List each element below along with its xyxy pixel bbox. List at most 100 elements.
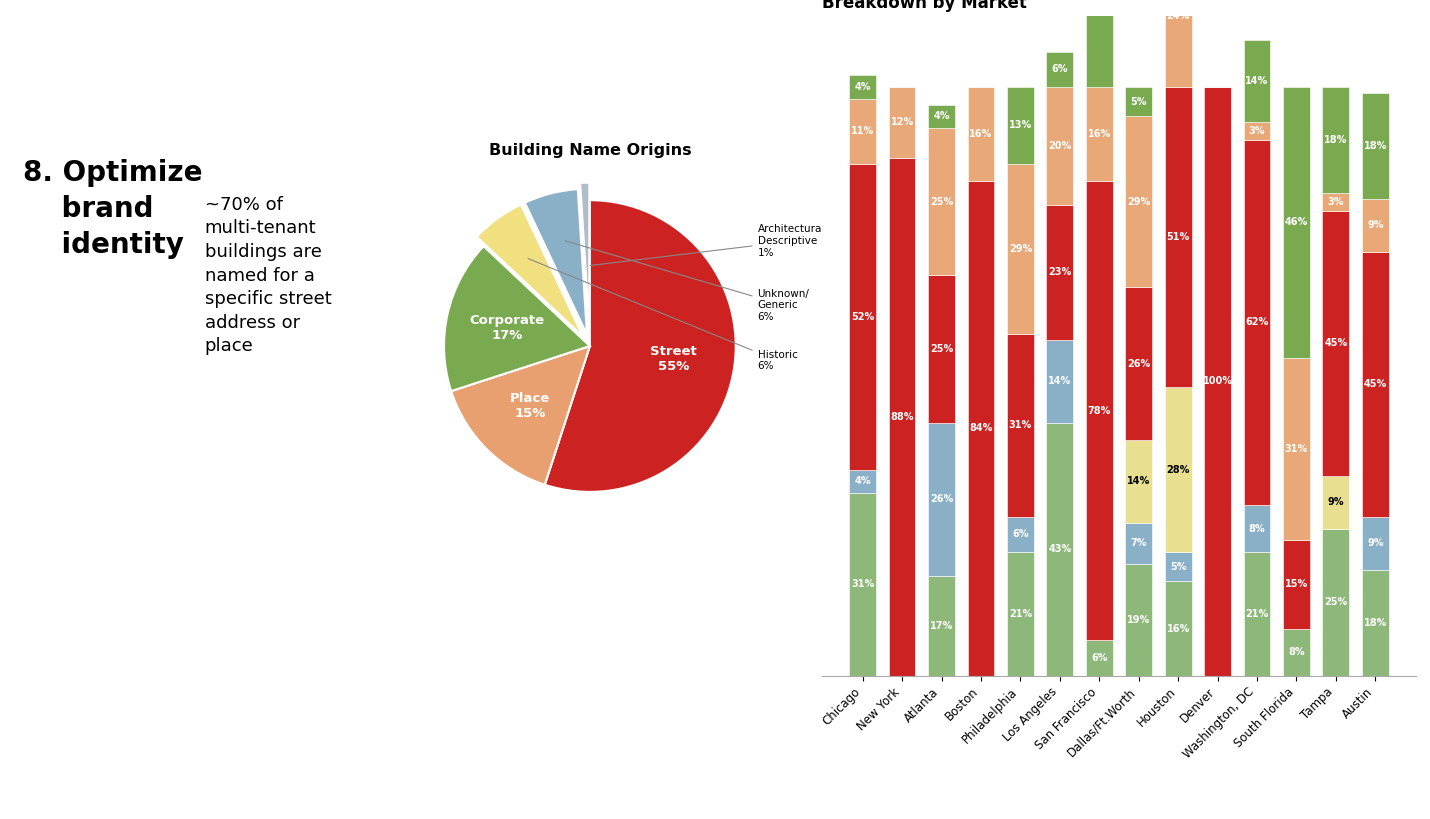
Text: 100%: 100% [1203,377,1233,387]
Bar [1283,629,1310,676]
Text: Street
55%: Street 55% [651,346,696,373]
Text: 31%: 31% [1008,420,1032,431]
Text: 12%: 12% [891,117,914,127]
Text: 88%: 88% [891,412,914,422]
Bar [1204,87,1231,676]
Bar [1125,116,1153,287]
Text: Architectural/
Descriptive
1%: Architectural/ Descriptive 1% [591,224,828,265]
Bar [1323,528,1350,676]
Text: Historic
6%: Historic 6% [528,259,798,371]
Bar [1085,640,1113,676]
Bar [1007,334,1034,517]
Bar [928,275,955,423]
Bar [849,164,877,469]
Text: 8%: 8% [1248,523,1266,533]
Text: 18%: 18% [1324,135,1347,145]
Text: 31%: 31% [851,579,874,590]
Text: 20%: 20% [1048,141,1071,151]
Bar [928,129,955,275]
Bar [1283,541,1310,629]
Bar [1244,40,1270,122]
Wedge shape [581,183,589,328]
Bar [1361,199,1389,252]
Bar [928,576,955,676]
Text: 25%: 25% [1324,597,1347,607]
Text: 52%: 52% [851,311,874,322]
Bar [1283,87,1310,358]
Text: Unknown/
Generic
6%: Unknown/ Generic 6% [565,241,809,322]
Bar [1244,505,1270,552]
Wedge shape [450,346,589,485]
Bar [888,157,915,676]
Bar [1244,552,1270,676]
Text: 16%: 16% [1167,623,1190,634]
Text: 21%: 21% [1246,609,1268,619]
Text: Corporate
17%: Corporate 17% [469,314,545,342]
Text: 14%: 14% [1246,76,1268,86]
Text: 8%: 8% [1288,647,1304,657]
Text: 18%: 18% [1364,141,1387,151]
Bar [1323,87,1350,193]
Text: 5%: 5% [1131,97,1147,106]
Bar [1244,140,1270,505]
Bar [1164,581,1191,676]
Bar [849,75,877,99]
Bar [849,469,877,493]
Bar [1085,0,1113,87]
Text: 31%: 31% [1284,444,1308,454]
Text: 9%: 9% [1367,220,1384,230]
Text: 26%: 26% [930,494,954,504]
Text: 16%: 16% [970,129,992,139]
Text: 4%: 4% [854,82,871,92]
Bar [1125,523,1153,563]
Text: 78%: 78% [1088,405,1111,416]
Title: Building Name Origins: Building Name Origins [489,143,691,158]
Bar [1047,205,1074,340]
Text: 51%: 51% [1167,232,1190,242]
Bar [1361,93,1389,199]
Text: 6%: 6% [1091,653,1107,663]
Bar [1007,87,1034,164]
Bar [1007,552,1034,676]
Bar [1164,552,1191,581]
Text: 45%: 45% [1364,379,1387,389]
Text: 29%: 29% [1127,197,1150,207]
Text: 23%: 23% [1048,268,1071,278]
Text: 3%: 3% [1248,126,1266,136]
Bar [888,87,915,157]
Text: 4%: 4% [854,477,871,486]
Bar [849,99,877,164]
Text: Place
15%: Place 15% [511,391,551,420]
Bar [1047,423,1074,676]
Text: 62%: 62% [1246,318,1268,328]
Text: 84%: 84% [970,423,992,433]
Bar [1164,387,1191,552]
Text: 13%: 13% [1008,120,1032,130]
Text: 9%: 9% [1327,497,1344,507]
Bar [1244,122,1270,140]
Text: 5%: 5% [1170,562,1187,572]
Text: 16%: 16% [1088,129,1111,139]
Text: 25%: 25% [930,197,954,207]
Text: 14%: 14% [1127,477,1150,486]
Bar [849,493,877,676]
Bar [1164,87,1191,387]
Text: 4%: 4% [934,111,950,121]
Text: 11%: 11% [851,126,874,136]
Text: 9%: 9% [1367,538,1384,548]
Text: 6%: 6% [1012,529,1028,540]
Bar [1283,358,1310,541]
Text: 8. Optimize
    brand
    identity: 8. Optimize brand identity [23,160,202,259]
Text: 45%: 45% [1324,338,1347,348]
Text: 3%: 3% [1327,197,1344,207]
Wedge shape [545,200,735,492]
Bar [1047,52,1074,87]
Bar [1125,287,1153,441]
Text: 43%: 43% [1048,544,1071,554]
Text: 21%: 21% [1008,609,1032,619]
Bar [1085,181,1113,640]
Text: 18%: 18% [1364,618,1387,627]
Bar [928,423,955,576]
Bar [1007,517,1034,552]
Text: 29%: 29% [1008,244,1032,254]
